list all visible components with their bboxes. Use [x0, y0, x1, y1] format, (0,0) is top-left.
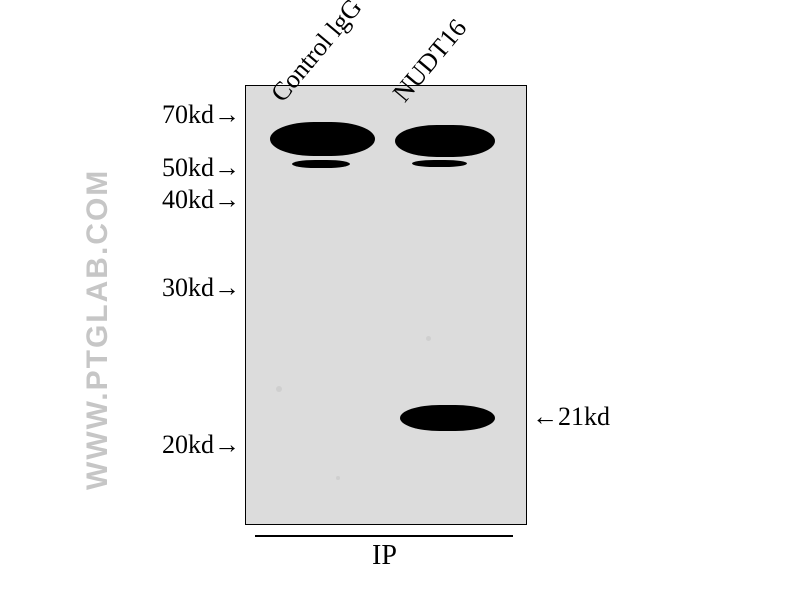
arrow-right-icon: → [214, 273, 240, 303]
marker-70kd: 70kd→ [140, 100, 240, 130]
watermark: WWW.PTGLAB.COM [78, 169, 119, 490]
arrow-left-icon: ← [532, 402, 558, 431]
arrow-right-icon: → [214, 185, 240, 215]
band-control-55kd [270, 122, 375, 156]
marker-40kd: 40kd→ [140, 185, 240, 215]
band-control-thin [292, 160, 350, 168]
marker-50kd: 50kd→ [140, 153, 240, 183]
ip-label: IP [372, 540, 397, 572]
band-nudt16-21kd [400, 405, 495, 431]
band-nudt16-55kd [395, 125, 495, 157]
marker-30kd: 30kd→ [140, 273, 240, 303]
arrow-right-icon: → [214, 153, 240, 183]
ip-underline [255, 535, 513, 537]
figure-container: Control lgG NUDT16 70kd→ 50kd→ 40kd→ 30k… [0, 0, 800, 600]
marker-20kd: 20kd→ [140, 430, 240, 460]
target-21kd: ←21kd [532, 402, 610, 432]
arrow-right-icon: → [214, 430, 240, 460]
band-nudt16-thin [412, 160, 467, 167]
arrow-right-icon: → [214, 100, 240, 130]
